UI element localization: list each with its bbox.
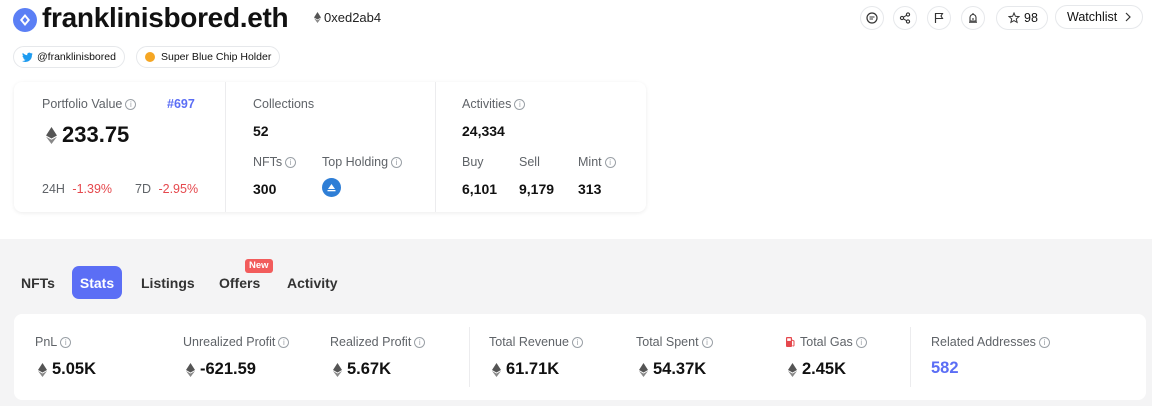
eth-icon [492, 362, 501, 377]
divider [910, 327, 911, 387]
twitter-icon [22, 52, 33, 62]
comment-icon [866, 12, 878, 24]
twitter-handle: @franklinisbored [37, 51, 116, 63]
chevron-right-icon [1125, 12, 1132, 22]
share-button[interactable] [893, 6, 917, 30]
collections-label: Collections [253, 97, 315, 111]
buy-value: 6,101 [462, 181, 498, 197]
pnl-label: PnL i [35, 335, 72, 349]
twitter-tag[interactable]: @franklinisbored [13, 46, 125, 68]
watchlist-label: Watchlist [1067, 10, 1118, 24]
nfts-label: NFTs i [253, 155, 297, 169]
top-holding-label: Top Holding i [322, 155, 403, 169]
portfolio-rank: #697 [167, 97, 195, 111]
sell-value: 9,179 [519, 181, 555, 197]
portfolio-value-label: Portfolio Value i [42, 97, 137, 111]
change-7d: 7D -2.95% [135, 182, 199, 196]
related-addresses-label: Related Addresses i [931, 335, 1050, 349]
gas-pump-icon [786, 337, 795, 347]
divider [435, 82, 436, 212]
related-addresses-value[interactable]: 582 [931, 359, 959, 377]
divider [469, 327, 470, 387]
info-icon[interactable]: i [604, 157, 616, 169]
total-spent-value: 54.37K [639, 360, 706, 379]
wallet-address[interactable]: 0xed2ab4 [314, 10, 381, 25]
blue-chip-label: Super Blue Chip Holder [161, 51, 272, 63]
nfts-value: 300 [253, 181, 277, 197]
alert-icon [969, 13, 977, 23]
info-icon[interactable]: i [571, 337, 583, 349]
blue-chip-badge: Super Blue Chip Holder [136, 46, 281, 68]
eth-icon [333, 362, 342, 377]
pnl-value: 5.05K [38, 360, 96, 379]
blue-chip-icon [145, 52, 155, 62]
total-revenue-value: 61.71K [492, 360, 559, 379]
total-gas-label: Total Gas i [785, 335, 867, 349]
comment-button[interactable] [860, 6, 884, 30]
total-revenue-label: Total Revenue i [489, 335, 583, 349]
tab-offers[interactable]: Offers [219, 275, 261, 291]
tab-stats[interactable]: Stats [72, 266, 122, 299]
activities-value: 24,334 [462, 123, 505, 139]
star-button[interactable]: 98 [996, 6, 1048, 30]
realized-profit-label: Realized Profit i [330, 335, 426, 349]
sell-label: Sell [519, 155, 540, 169]
tab-listings[interactable]: Listings [141, 275, 195, 291]
info-icon[interactable]: i [391, 157, 403, 169]
total-spent-label: Total Spent i [636, 335, 713, 349]
eth-icon [38, 362, 47, 377]
tab-nfts[interactable]: NFTs [21, 275, 55, 291]
change-24h: 24H -1.39% [42, 182, 113, 196]
flag-button[interactable] [927, 6, 951, 30]
profile-logo-icon [13, 8, 37, 32]
divider [225, 82, 226, 212]
eth-icon [46, 126, 57, 144]
eth-icon [314, 12, 321, 23]
profile-name: franklinisbored.eth [42, 2, 289, 33]
eth-icon [639, 362, 648, 377]
info-icon[interactable]: i [60, 337, 72, 349]
mint-value: 313 [578, 181, 602, 197]
mint-label: Mint i [578, 155, 616, 169]
info-icon[interactable]: i [1038, 337, 1050, 349]
info-icon[interactable]: i [285, 157, 297, 169]
alert-button[interactable] [961, 6, 985, 30]
star-icon [1008, 12, 1020, 24]
info-icon[interactable]: i [414, 337, 426, 349]
info-icon[interactable]: i [701, 337, 713, 349]
wallet-address-text: 0xed2ab4 [324, 10, 382, 25]
info-icon[interactable]: i [125, 99, 137, 111]
portfolio-value: 233.75 [46, 122, 129, 148]
watchlist-button[interactable]: Watchlist [1055, 5, 1143, 29]
top-holding-collection-icon[interactable] [322, 178, 341, 197]
info-icon[interactable]: i [514, 99, 526, 111]
share-icon [899, 12, 911, 24]
unrealized-profit-label: Unrealized Profit i [183, 335, 290, 349]
info-icon[interactable]: i [855, 336, 867, 348]
collections-value: 52 [253, 123, 269, 139]
eth-icon [186, 362, 195, 377]
realized-profit-value: 5.67K [333, 360, 391, 379]
new-badge: New [245, 259, 273, 273]
star-count: 98 [1024, 11, 1038, 25]
unrealized-profit-value: -621.59 [186, 360, 256, 379]
tab-activity[interactable]: Activity [287, 275, 338, 291]
activities-label: Activities i [462, 97, 526, 111]
flag-icon [934, 12, 944, 23]
total-gas-value: 2.45K [788, 360, 846, 379]
stats-card [14, 314, 1146, 400]
eth-icon [788, 362, 797, 377]
buy-label: Buy [462, 155, 484, 169]
info-icon[interactable]: i [278, 337, 290, 349]
